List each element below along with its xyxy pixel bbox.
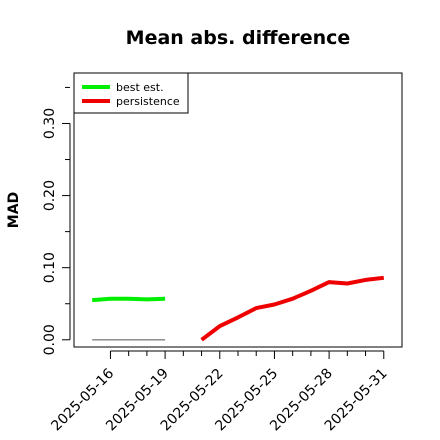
y-tick-label: 0.20	[42, 180, 58, 211]
y-tick-label: 0.10	[42, 252, 58, 283]
plot-frame	[73, 72, 403, 348]
series-lines	[92, 275, 385, 342]
chart-title: Mean abs. difference	[126, 27, 351, 49]
legend-label: persistence	[116, 95, 180, 108]
axes: 0.000.100.200.302025-05-162025-05-192025…	[42, 72, 403, 434]
y-tick-label: 0.00	[42, 324, 58, 355]
series-line-1	[92, 296, 166, 303]
legend: best est.persistence	[73, 72, 189, 114]
y-axis-label: MAD	[6, 192, 22, 228]
legend-box	[73, 72, 189, 114]
series-line-2	[200, 275, 385, 342]
legend-label: best est.	[116, 81, 164, 94]
y-tick-label: 0.30	[42, 108, 58, 139]
